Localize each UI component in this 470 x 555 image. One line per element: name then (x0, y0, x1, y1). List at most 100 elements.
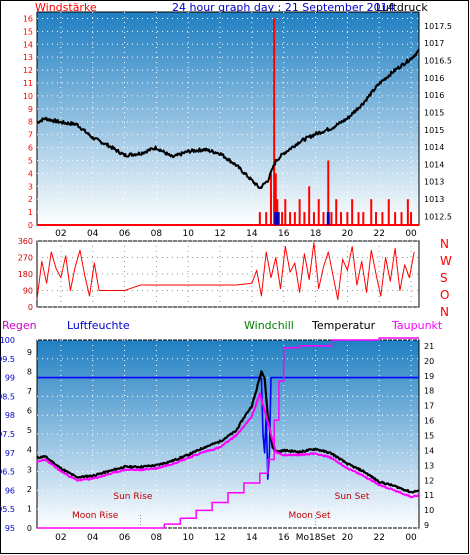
pressure-tick-label: 1014 (424, 160, 444, 169)
windchill-label: Windchill (244, 319, 294, 332)
wind-bar (274, 173, 277, 225)
dewpoint-trace (36, 392, 420, 499)
pressure-tick-label: 1015 (424, 108, 444, 117)
temperature-tick-label: 11 (424, 491, 434, 500)
wind-bar (330, 212, 333, 225)
x-tick-label: 10 (182, 533, 194, 543)
pressure-tick-label: 1016 (424, 91, 444, 100)
wind-bar (269, 173, 272, 225)
pressure-tick-label: 1012.5 (424, 212, 452, 221)
wind-bar (258, 212, 261, 225)
sun-set-label: Sun Set (335, 492, 370, 502)
wind-bar (303, 212, 306, 225)
compass-letter: O (440, 288, 449, 302)
compass-letter: N (440, 237, 449, 251)
x-tick-label: 06 (119, 229, 131, 239)
wind-bar (387, 199, 390, 225)
temperature-tick-label: 15 (424, 431, 434, 440)
rain-axis-labels: 0 1 2 3 4 5 6 7 8 9 (27, 348, 32, 533)
temperature-tick-label: 12 (424, 476, 434, 485)
sun-moon-events: Sun Rise Sun Set Moon Rise Moon Set (72, 492, 370, 521)
x-tick-label: 22 (373, 229, 384, 239)
pressure-tick-label: 1016.5 (424, 56, 452, 65)
wind-tick-label: 10 (23, 92, 33, 101)
direction-tick-label: 360 (18, 237, 33, 246)
pressure-tick-label: 1015 (424, 126, 444, 135)
temperature-tick-label: 13 (424, 461, 434, 470)
wind-bar (406, 199, 409, 225)
wind-bar (394, 212, 397, 225)
moon-rise-label: Moon Rise (72, 511, 119, 521)
humidity-tick-label: 95.5 (0, 505, 15, 514)
x-tick-label: 12 (214, 533, 225, 543)
compass-letter: N (440, 305, 449, 319)
wind-direction-axis-labels: 0 90 180 270 360 (18, 237, 33, 312)
pressure-trace (36, 48, 420, 189)
x-tick-label: 16 (278, 533, 290, 543)
wind-bar (327, 160, 330, 225)
wind-direction-trace (36, 242, 415, 301)
wind-pressure-x-labels: 02 04 06 08 10 12 14 16 18 20 22 00 (55, 229, 417, 239)
temperature-tick-label: 10 (424, 506, 434, 515)
wind-bar (308, 186, 311, 225)
humidity-tick-label: 96.5 (0, 468, 15, 477)
x-tick-label: 18 (310, 229, 322, 239)
wind-tick-label: 14 (23, 40, 33, 49)
graph-title: 24 hour graph day : 21 September 2014 (172, 1, 395, 14)
gust-bar (274, 212, 278, 225)
x-tick-label: 02 (55, 533, 66, 543)
temperature-axis-labels: 9 10 11 12 13 14 15 16 17 18 19 20 21 (424, 342, 434, 530)
rain-tick-label: 9 (27, 348, 32, 357)
x-tick-label: 00 (405, 229, 417, 239)
dewpoint-label: Taupunkt (391, 319, 443, 332)
wind-tick-label: 8 (28, 118, 33, 127)
pressure-tick-label: 1017.5 (424, 22, 452, 31)
wind-pressure-plot-area (36, 11, 420, 226)
wind-bars (37, 18, 419, 226)
rain-label: Regen (2, 319, 37, 332)
wind-direction-line (36, 242, 415, 301)
rain-tick-label: 7 (27, 387, 32, 396)
wind-tick-label: 4 (28, 169, 33, 178)
temperature-tick-label: 20 (424, 357, 434, 366)
wind-bar (381, 212, 384, 225)
humidity-label: Luftfeuchte (67, 319, 130, 332)
pressure-label: Luftdruck (376, 1, 428, 14)
humidity-tick-label: 99 (5, 374, 15, 383)
wind-bar (375, 212, 378, 225)
wind-tick-label: 9 (28, 105, 33, 114)
wind-bar (293, 212, 296, 225)
wind-bar (357, 212, 360, 225)
temperature-tick-label: 18 (424, 387, 434, 396)
temperature-tick-label: 21 (424, 342, 434, 351)
temperature-tick-label: 19 (424, 372, 434, 381)
gust-bar (275, 212, 279, 225)
x-tick-label: 16 (278, 229, 290, 239)
humidity-tick-label: 97 (5, 449, 15, 458)
temperature-label: Temperatur (311, 319, 376, 332)
wind-tick-label: 15 (23, 27, 33, 36)
humidity-tick-label: 96 (5, 486, 15, 495)
wind-bar (351, 199, 354, 225)
wind-bar (340, 212, 343, 225)
wind-bar (335, 199, 338, 225)
wind-bar (273, 18, 276, 226)
pressure-tick-label: 1013 (424, 195, 444, 204)
pressure-axis-labels: 1012.5 1013 1013 1014 1014 1015 1015 1016 1016 10… (424, 22, 452, 221)
humidity-tick-label: 99.5 (0, 355, 15, 364)
rain-tick-label: 8 (27, 367, 32, 376)
x-tick-label: 12 (214, 229, 225, 239)
humidity-tick-label: 98.5 (0, 392, 15, 401)
rain-tick-label: 6 (27, 407, 32, 416)
wind-tick-label: 7 (28, 131, 33, 140)
rain-tick-label: 5 (27, 426, 32, 435)
wind-tick-label: 1 (28, 208, 33, 217)
direction-tick-label: 0 (28, 303, 33, 312)
wind-bar (298, 199, 301, 225)
